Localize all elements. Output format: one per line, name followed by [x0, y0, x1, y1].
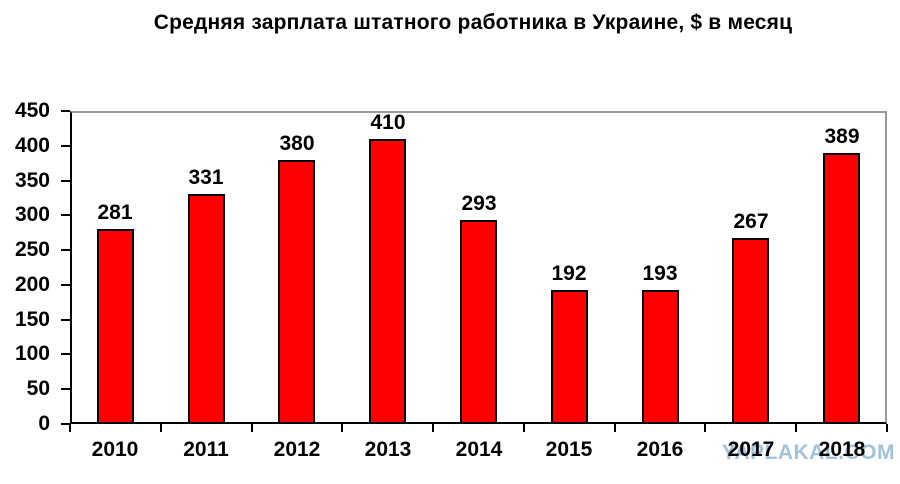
bar-value-label: 293 [461, 192, 497, 215]
x-tick-label: 2012 [273, 438, 321, 461]
y-axis-tick [61, 318, 70, 321]
bar [278, 160, 315, 424]
x-tick-label: 2013 [364, 438, 412, 461]
y-axis-tick [61, 423, 70, 425]
y-tick-label: 300 [14, 203, 50, 227]
y-tick-label: 350 [14, 168, 50, 192]
y-tick-label: 450 [14, 99, 50, 122]
bar [732, 238, 769, 424]
x-axis-tick [341, 424, 344, 432]
bar [97, 229, 134, 424]
bar-value-label: 281 [97, 201, 133, 224]
x-axis-tick [522, 424, 525, 432]
x-axis-tick [69, 424, 71, 432]
y-axis-tick [61, 249, 70, 252]
bar [369, 139, 406, 424]
bar [551, 290, 588, 424]
x-axis-tick [795, 424, 798, 432]
x-axis-tick [250, 424, 253, 432]
bar-value-label: 193 [642, 262, 678, 285]
x-axis-tick [432, 424, 435, 432]
y-axis-tick [61, 179, 70, 182]
bar [460, 220, 497, 424]
y-axis-tick [61, 283, 70, 286]
x-tick-label: 2015 [545, 438, 593, 461]
y-tick-label: 50 [26, 377, 50, 401]
y-axis-tick [61, 214, 70, 217]
watermark: YAPLAKAL.COM [721, 441, 895, 464]
y-axis-tick [61, 144, 70, 147]
x-tick-label: 2014 [455, 438, 503, 461]
y-tick-label: 250 [14, 238, 50, 262]
y-tick-label: 100 [14, 342, 50, 366]
chart-title: Средняя зарплата штатного работника в Ук… [153, 11, 793, 34]
bar-value-label: 192 [551, 262, 587, 285]
y-axis-tick [61, 388, 70, 391]
bar-value-label: 380 [279, 132, 315, 155]
y-tick-label: 400 [14, 133, 50, 157]
y-axis-tick [61, 110, 70, 112]
y-tick-label: 0 [38, 412, 50, 435]
x-axis-tick [613, 424, 616, 432]
x-axis-tick [704, 424, 707, 432]
bar-value-label: 331 [188, 166, 224, 189]
bar [823, 153, 860, 424]
y-tick-label: 200 [14, 272, 50, 296]
x-tick-label: 2010 [91, 438, 139, 461]
bar [642, 290, 679, 424]
x-axis-tick [886, 424, 888, 432]
y-tick-label: 150 [14, 307, 50, 331]
x-tick-label: 2016 [636, 438, 684, 461]
x-tick-label: 2017 [727, 438, 775, 461]
x-tick-label: 2018 [818, 438, 866, 461]
x-tick-label: 2011 [183, 438, 229, 461]
y-axis-tick [61, 353, 70, 356]
bar-value-label: 410 [370, 111, 406, 134]
bar-value-label: 389 [824, 125, 860, 148]
bar [188, 194, 225, 424]
bar-value-label: 267 [733, 210, 769, 233]
x-axis-tick [159, 424, 162, 432]
